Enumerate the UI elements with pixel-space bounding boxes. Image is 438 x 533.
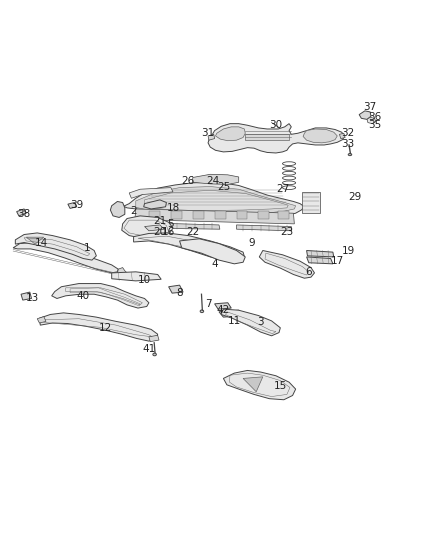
Text: 33: 33 — [342, 139, 355, 149]
Polygon shape — [367, 117, 376, 124]
Polygon shape — [193, 174, 239, 184]
Text: 30: 30 — [269, 120, 283, 130]
Text: 42: 42 — [217, 305, 230, 315]
Polygon shape — [302, 192, 320, 213]
Polygon shape — [145, 190, 288, 211]
Polygon shape — [208, 134, 215, 140]
Polygon shape — [117, 268, 127, 275]
Ellipse shape — [153, 353, 156, 356]
Polygon shape — [359, 111, 371, 119]
Polygon shape — [124, 182, 304, 220]
Polygon shape — [339, 133, 345, 139]
Polygon shape — [136, 187, 296, 215]
Polygon shape — [26, 237, 44, 244]
Polygon shape — [219, 310, 243, 317]
Polygon shape — [215, 303, 231, 309]
Polygon shape — [243, 377, 263, 392]
Polygon shape — [215, 211, 226, 219]
Text: 17: 17 — [331, 256, 344, 266]
Polygon shape — [193, 211, 204, 219]
Polygon shape — [110, 201, 125, 217]
Polygon shape — [149, 335, 159, 342]
Polygon shape — [237, 225, 292, 231]
Polygon shape — [135, 209, 294, 224]
Text: 41: 41 — [142, 344, 155, 354]
Polygon shape — [223, 370, 296, 400]
Text: 16: 16 — [162, 227, 175, 237]
Text: 1: 1 — [84, 243, 91, 253]
Ellipse shape — [200, 310, 204, 312]
Polygon shape — [145, 225, 164, 231]
Polygon shape — [180, 239, 245, 264]
Text: 15: 15 — [274, 382, 287, 391]
Text: 10: 10 — [138, 275, 151, 285]
Polygon shape — [208, 124, 345, 153]
Text: 12: 12 — [99, 323, 112, 333]
Text: 24: 24 — [206, 176, 219, 186]
Text: 14: 14 — [35, 238, 48, 247]
Polygon shape — [37, 317, 46, 323]
Text: 37: 37 — [364, 102, 377, 111]
Polygon shape — [245, 134, 289, 140]
Polygon shape — [15, 233, 96, 260]
Text: 31: 31 — [201, 128, 215, 138]
Polygon shape — [144, 200, 166, 209]
Text: 25: 25 — [217, 182, 230, 191]
Polygon shape — [129, 188, 173, 198]
Polygon shape — [134, 233, 244, 261]
Text: 9: 9 — [248, 238, 255, 247]
Text: 8: 8 — [176, 288, 183, 298]
Polygon shape — [52, 284, 149, 308]
Text: 18: 18 — [166, 203, 180, 213]
Polygon shape — [21, 292, 32, 300]
Polygon shape — [307, 257, 333, 264]
Polygon shape — [221, 309, 280, 336]
Polygon shape — [13, 243, 118, 273]
Polygon shape — [278, 211, 289, 219]
Polygon shape — [17, 209, 26, 216]
Polygon shape — [215, 127, 245, 141]
Text: 11: 11 — [228, 316, 241, 326]
Polygon shape — [112, 272, 161, 281]
Text: 2: 2 — [130, 206, 137, 215]
Text: 20: 20 — [153, 227, 166, 237]
Text: 29: 29 — [348, 192, 361, 202]
Text: 6: 6 — [305, 267, 312, 277]
Text: 5: 5 — [167, 219, 174, 229]
Text: 23: 23 — [280, 227, 293, 237]
Polygon shape — [68, 203, 77, 208]
Text: 35: 35 — [368, 120, 381, 130]
Text: 39: 39 — [70, 200, 83, 210]
Polygon shape — [129, 225, 145, 232]
Text: 27: 27 — [276, 184, 289, 194]
Text: 36: 36 — [368, 112, 381, 122]
Text: 13: 13 — [25, 294, 39, 303]
Text: 26: 26 — [182, 176, 195, 186]
Polygon shape — [258, 211, 269, 219]
Polygon shape — [303, 129, 337, 143]
Polygon shape — [149, 211, 160, 219]
Polygon shape — [237, 211, 247, 219]
Text: 38: 38 — [18, 209, 31, 219]
Text: 7: 7 — [205, 299, 212, 309]
Polygon shape — [259, 251, 314, 278]
Text: 40: 40 — [77, 291, 90, 301]
Text: 21: 21 — [153, 216, 166, 226]
Text: 22: 22 — [186, 227, 199, 237]
Polygon shape — [122, 216, 173, 239]
Text: 19: 19 — [342, 246, 355, 255]
Polygon shape — [169, 285, 183, 293]
Text: 3: 3 — [257, 318, 264, 327]
Polygon shape — [171, 211, 182, 219]
Ellipse shape — [348, 154, 352, 156]
Polygon shape — [307, 251, 334, 257]
Text: 32: 32 — [342, 128, 355, 138]
Polygon shape — [145, 223, 220, 229]
Polygon shape — [39, 313, 158, 341]
Text: 4: 4 — [211, 259, 218, 269]
